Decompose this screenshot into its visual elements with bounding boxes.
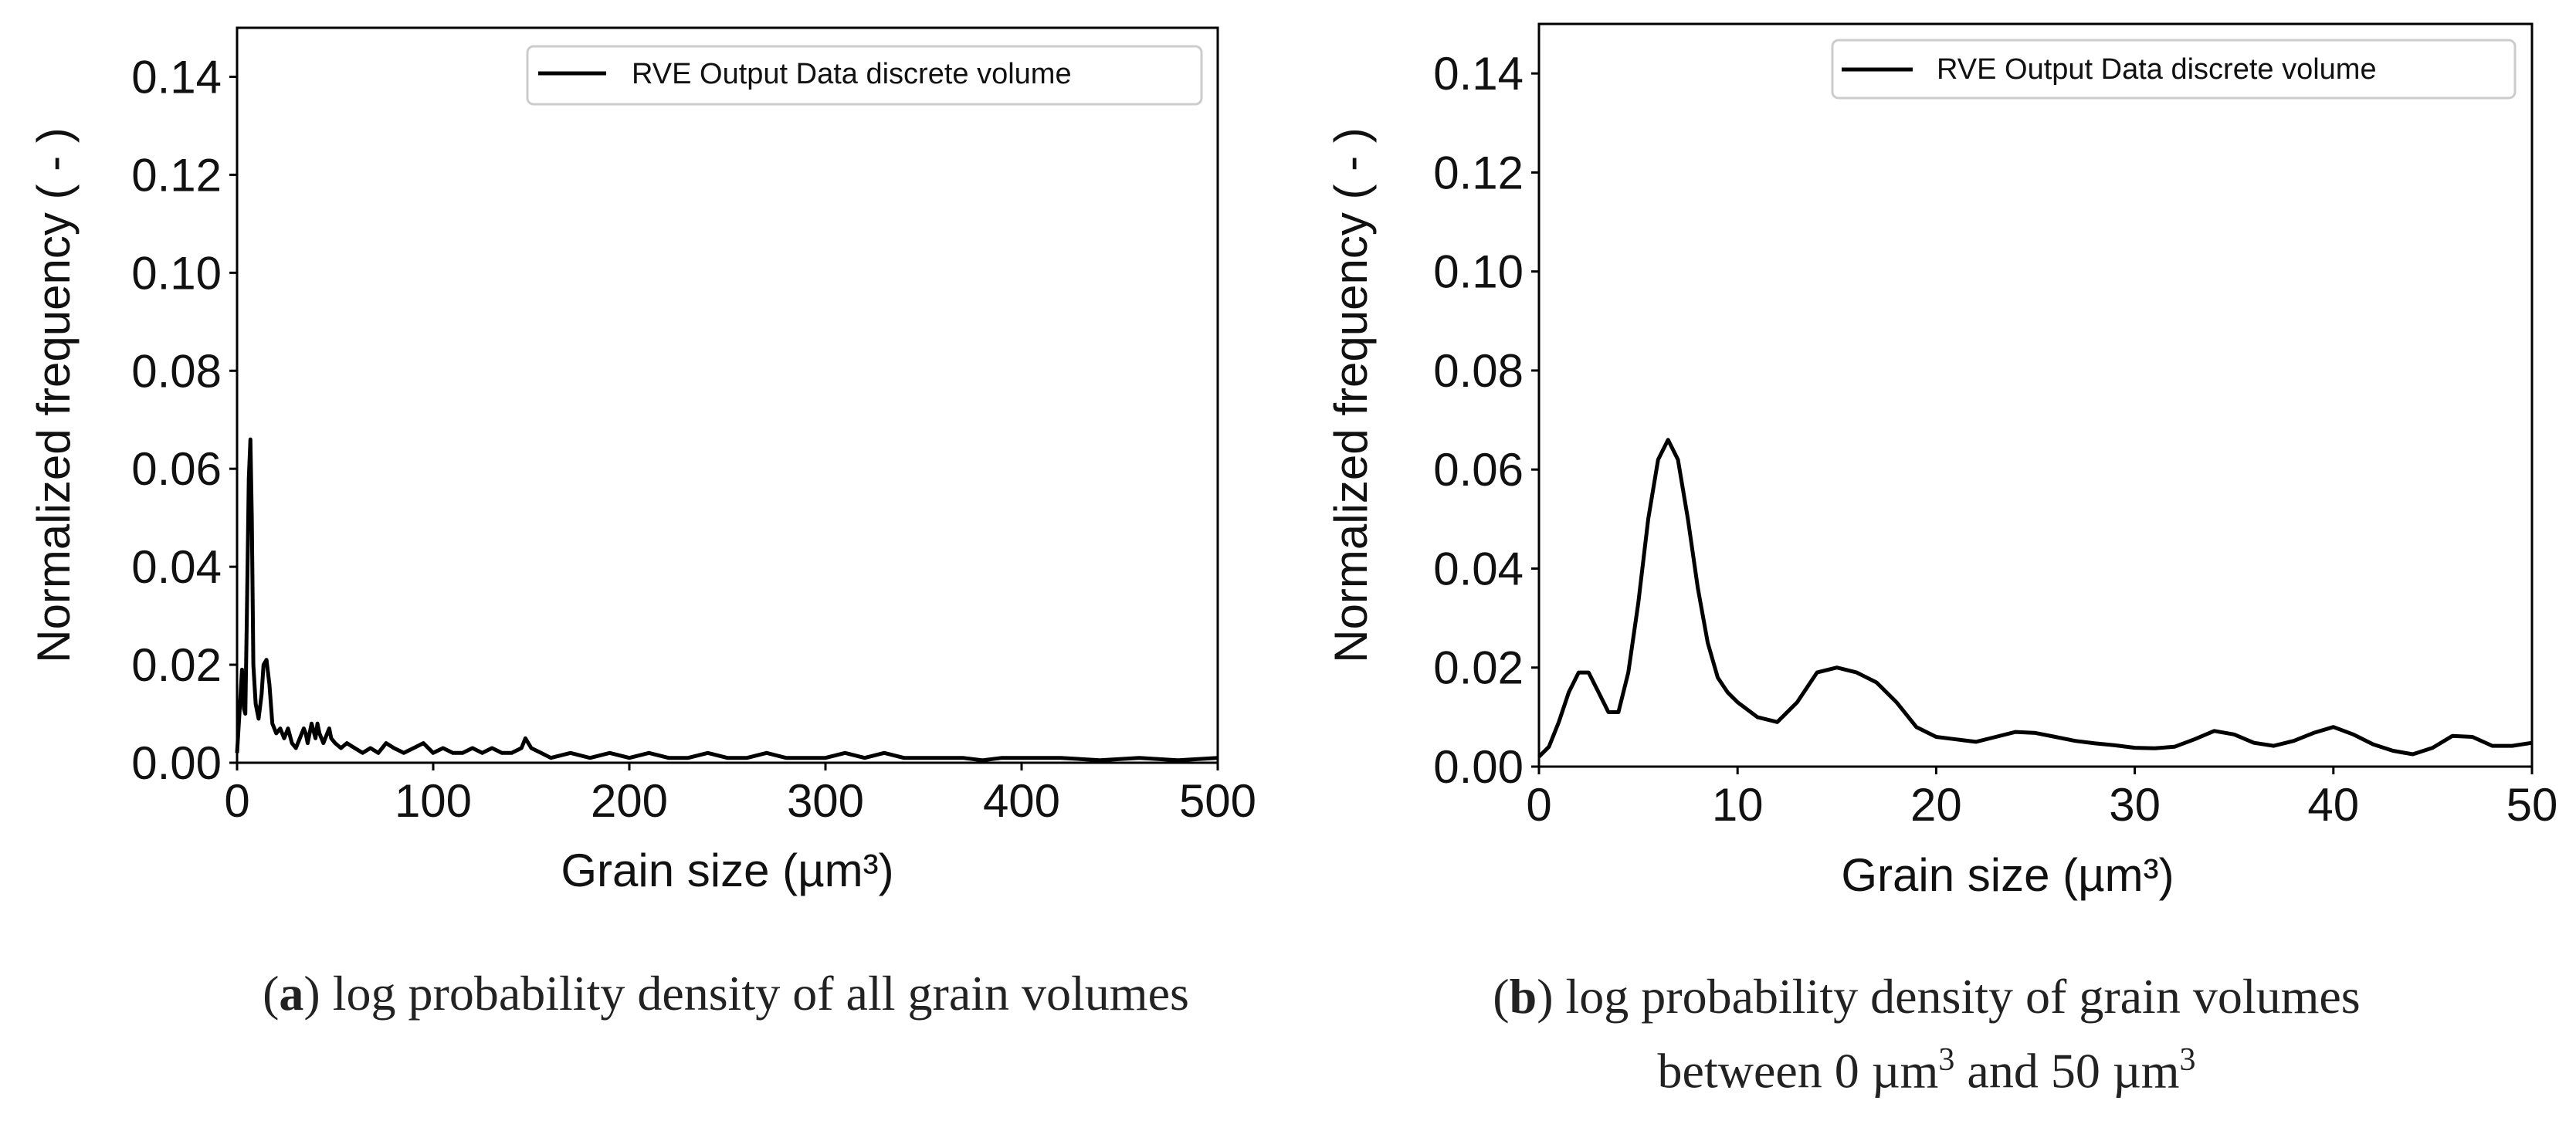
y-axis-label-b: Normalized frequency ( - ) [1325, 127, 1377, 663]
plot-area-a [236, 26, 1219, 764]
data-line-a [235, 437, 1219, 763]
y-tick-label-a: 0.12 [131, 149, 222, 201]
legend-b: RVE Output Data discrete volume [1831, 39, 2517, 100]
chart-panel-b: 0.00 0.02 0.04 0.06 0.08 0.10 0.12 0.14 0 10 20 30… [1325, 22, 2557, 901]
y-tick-label-a: 0.14 [131, 51, 222, 103]
caption-b-exp1: 3 [1938, 1042, 1955, 1078]
x-tick-label-a: 100 [395, 775, 472, 827]
x-tick-label-a: 0 [224, 775, 249, 827]
caption-letter-b: b [1509, 969, 1537, 1024]
y-tick-label-a: 0.08 [131, 345, 222, 397]
y-ticks-b: 0.00 0.02 0.04 0.06 0.08 0.10 0.12 0.14 [1433, 48, 1539, 793]
legend-text-a: RVE Output Data discrete volume [632, 58, 1072, 90]
y-tick-label-b: 0.14 [1433, 48, 1524, 100]
caption-b: (b) log probability density of grain vol… [1355, 965, 2498, 1102]
caption-b-range-end: and 50 µm [1954, 1043, 2180, 1099]
y-tick-label-b: 0.04 [1433, 543, 1524, 594]
caption-b-line1: (b) log probability density of grain vol… [1493, 969, 2361, 1024]
legend-box-b [1831, 39, 2517, 100]
legend-box-a [526, 45, 1203, 106]
data-line-b [1537, 438, 2533, 758]
chart-panel-a: 0.00 0.02 0.04 0.06 0.08 0.10 0.12 0.14 0 100 200… [28, 26, 1256, 896]
y-tick-label-a: 0.06 [131, 443, 222, 495]
caption-text-a: log probability density of all grain vol… [320, 966, 1189, 1021]
caption-b-range-start: between 0 µm [1657, 1043, 1939, 1099]
caption-b-line2: between 0 µm3 and 50 µm3 [1355, 1028, 2498, 1102]
x-tick-label-b: 50 [2507, 779, 2558, 831]
x-tick-label-a: 400 [983, 775, 1060, 827]
caption-b-exp2: 3 [2179, 1042, 2196, 1078]
x-ticks-b: 0 10 20 30 40 50 [1526, 767, 2557, 831]
y-tick-label-b: 0.10 [1433, 246, 1524, 298]
legend-a: RVE Output Data discrete volume [526, 45, 1203, 106]
plot-area-b [1537, 22, 2534, 768]
y-tick-label-b: 0.00 [1433, 741, 1524, 793]
caption-text-b: log probability density of grain volumes [1553, 969, 2361, 1024]
y-tick-label-b: 0.02 [1433, 642, 1524, 694]
caption-letter-a: a [279, 966, 304, 1021]
y-ticks-a: 0.00 0.02 0.04 0.06 0.08 0.10 0.12 0.14 [131, 51, 237, 789]
y-tick-label-a: 0.00 [131, 737, 222, 789]
x-tick-label-b: 0 [1526, 779, 1551, 831]
y-tick-label-b: 0.12 [1433, 147, 1524, 198]
x-axis-label-b: Grain size (µm³) [1841, 849, 2174, 901]
x-tick-label-a: 200 [591, 775, 668, 827]
x-tick-label-b: 40 [2307, 779, 2359, 831]
y-tick-label-a: 0.04 [131, 541, 222, 593]
caption-a: (a) log probability density of all grain… [263, 966, 1189, 1021]
y-tick-label-b: 0.06 [1433, 444, 1524, 496]
x-ticks-a: 0 100 200 300 400 500 [224, 763, 1256, 827]
y-tick-label-a: 0.02 [131, 639, 222, 691]
x-tick-label-b: 20 [1910, 779, 1962, 831]
x-tick-label-b: 10 [1712, 779, 1764, 831]
x-tick-label-b: 30 [2109, 779, 2161, 831]
legend-text-b: RVE Output Data discrete volume [1937, 53, 2377, 86]
y-tick-label-b: 0.08 [1433, 345, 1524, 397]
y-tick-label-a: 0.10 [131, 247, 222, 299]
x-tick-label-a: 500 [1179, 775, 1256, 827]
x-tick-label-a: 300 [787, 775, 864, 827]
y-axis-label-a: Normalized frequency ( - ) [28, 127, 80, 663]
x-axis-label-a: Grain size (µm³) [561, 845, 893, 896]
